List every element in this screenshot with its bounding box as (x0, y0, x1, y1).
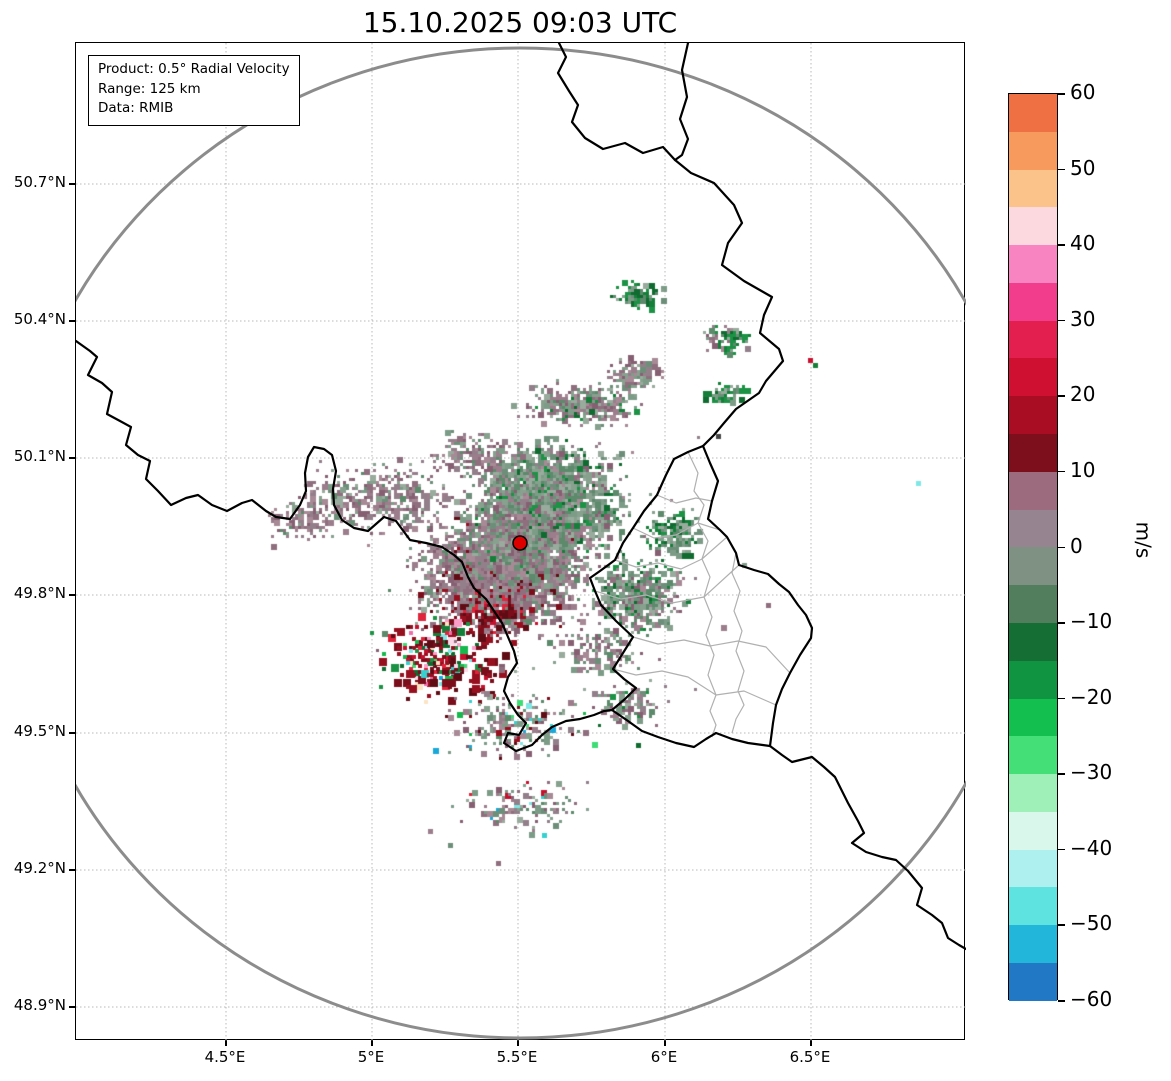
colorbar-tick-mark (1058, 697, 1065, 700)
colorbar (1008, 93, 1058, 1001)
x-tick-mark (371, 1040, 373, 1046)
colorbar-tick-label: −60 (1070, 987, 1113, 1011)
colorbar-segment (1009, 622, 1057, 661)
x-tick-mark (810, 1040, 812, 1046)
colorbar-segment (1009, 358, 1057, 397)
colorbar-tick-label: 20 (1070, 382, 1096, 407)
colorbar-tick-mark (1058, 395, 1065, 397)
colorbar-segment (1009, 585, 1057, 623)
x-tick-label: 5°E (357, 1048, 385, 1066)
colorbar-tick-label: 30 (1070, 306, 1096, 331)
y-tick-mark (69, 594, 75, 596)
colorbar-segment (1009, 509, 1057, 548)
colorbar-segment (1009, 245, 1057, 283)
colorbar-tick-mark (1058, 93, 1065, 95)
colorbar-segment (1009, 698, 1057, 737)
colorbar-segment (1009, 131, 1057, 170)
range-label: Range: 125 km (98, 80, 201, 97)
colorbar-unit-label: m/s (1131, 521, 1156, 559)
colorbar-tick-mark (1058, 244, 1065, 246)
colorbar-segment (1009, 207, 1057, 246)
colorbar-segment (1009, 811, 1057, 850)
plot-title: 15.10.2025 09:03 UTC (362, 6, 678, 39)
x-tick-mark (225, 1040, 227, 1046)
map-plot: Product: 0.5° Radial Velocity Range: 125… (75, 42, 966, 1041)
colorbar-segment (1009, 396, 1057, 435)
colorbar-tick-mark (1058, 470, 1065, 473)
country-borders (76, 43, 966, 951)
colorbar-tick-mark (1058, 168, 1065, 171)
colorbar-tick-mark (1058, 848, 1065, 851)
colorbar-tick-mark (1058, 924, 1065, 926)
range-circle (76, 46, 966, 1040)
y-tick-label: 48.9°N (13, 996, 66, 1014)
colorbar-segment (1009, 774, 1057, 812)
colorbar-segment (1009, 434, 1057, 472)
x-tick-label: 6.5°E (789, 1048, 831, 1066)
data-source-label: Data: RMIB (98, 100, 174, 117)
y-tick-label: 49.8°N (13, 584, 66, 602)
y-tick-mark (69, 732, 75, 734)
y-tick-label: 50.7°N (13, 173, 66, 191)
y-tick-label: 50.4°N (13, 310, 66, 328)
colorbar-segment (1009, 169, 1057, 208)
product-info-box: Product: 0.5° Radial Velocity Range: 125… (88, 55, 300, 126)
colorbar-tick-label: 40 (1070, 231, 1096, 256)
colorbar-tick-mark (1058, 773, 1065, 775)
radar-site-marker (512, 535, 528, 551)
colorbar-segment (1009, 849, 1057, 888)
colorbar-tick-mark (1058, 319, 1065, 322)
x-tick-label: 4.5°E (204, 1048, 246, 1066)
y-tick-mark (69, 183, 75, 185)
x-tick-label: 5.5°E (496, 1048, 538, 1066)
x-tick-label: 6°E (650, 1048, 678, 1066)
colorbar-segment (1009, 925, 1057, 963)
y-tick-mark (69, 457, 75, 459)
colorbar-segment (1009, 282, 1057, 321)
product-label: Product: 0.5° Radial Velocity (98, 61, 290, 77)
colorbar-segment (1009, 471, 1057, 510)
y-tick-mark (69, 1006, 75, 1008)
colorbar-tick-label: 50 (1070, 155, 1096, 180)
colorbar-tick-label: −30 (1070, 760, 1113, 785)
colorbar-tick-label: 60 (1070, 80, 1096, 104)
admin-borders (594, 451, 791, 738)
colorbar-segment (1009, 962, 1057, 1001)
y-tick-label: 49.2°N (13, 859, 66, 877)
colorbar-segment (1009, 547, 1057, 586)
y-tick-label: 49.5°N (13, 722, 66, 740)
colorbar-tick-label: 10 (1070, 457, 1096, 482)
colorbar-tick-label: −40 (1070, 835, 1113, 860)
map-overlay (76, 43, 966, 1040)
x-tick-mark (664, 1040, 666, 1046)
colorbar-segment (1009, 660, 1057, 699)
colorbar-tick-mark (1058, 622, 1065, 624)
y-tick-mark (69, 869, 75, 871)
colorbar-tick-label: −50 (1070, 911, 1113, 936)
colorbar-tick-label: −10 (1070, 609, 1113, 634)
colorbar-tick-label: −20 (1070, 684, 1113, 709)
colorbar-segment (1009, 887, 1057, 926)
colorbar-segment (1009, 320, 1057, 359)
x-tick-mark (517, 1040, 519, 1046)
colorbar-tick-mark (1058, 546, 1065, 548)
colorbar-segment (1009, 94, 1057, 132)
y-tick-mark (69, 320, 75, 322)
y-tick-label: 50.1°N (13, 447, 66, 465)
colorbar-segment (1009, 736, 1057, 775)
colorbar-tick-label: 0 (1070, 533, 1083, 558)
colorbar-tick-mark (1058, 1000, 1065, 1002)
